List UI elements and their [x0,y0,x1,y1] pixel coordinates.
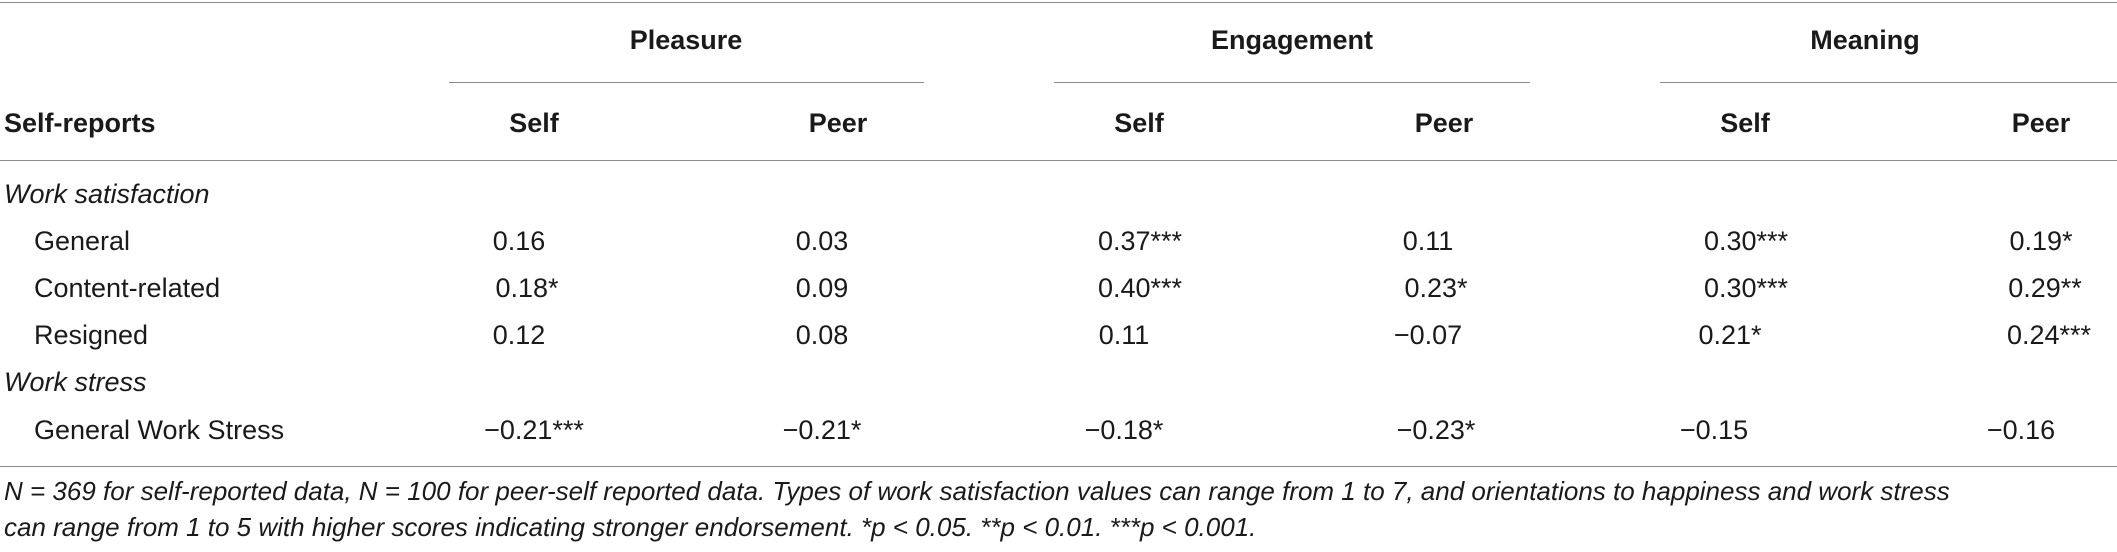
cell-content-engagement-self: 0.40*** [1097,273,1183,303]
pleasure-group-rule [449,82,924,83]
row-label-content-related: Content-related [34,273,221,303]
meaning-group-rule [1660,82,2117,83]
section-label-work-satisfaction: Work satisfaction [4,179,210,209]
subheader-engagement-peer: Peer [1414,108,1474,138]
cell-content-pleasure-peer: 0.09 [795,273,849,303]
cell-resigned-engagement-peer: −0.07 [1393,320,1463,350]
table-bottom-rule [0,466,2117,467]
group-header-meaning: Meaning [1810,25,1920,55]
footnote-line-2: can range from 1 to 5 with higher scores… [4,512,1257,542]
subheader-pleasure-peer: Peer [808,108,868,138]
cell-content-meaning-self: 0.30*** [1703,273,1789,303]
cell-resigned-engagement-self: 0.11 [1098,320,1150,350]
row-label-general: General [34,226,131,256]
subheader-engagement-self: Self [1114,108,1164,138]
row-label-general-work-stress: General Work Stress [34,415,285,445]
cell-stress-meaning-self: −0.15 [1679,415,1749,445]
cell-content-meaning-peer: 0.29** [2008,273,2082,303]
engagement-group-rule [1054,82,1530,83]
row-header-self-reports: Self-reports [4,108,156,138]
cell-general-engagement-self: 0.37*** [1097,226,1183,256]
row-label-resigned: Resigned [34,320,149,350]
footnote-line-1: N = 369 for self-reported data, N = 100 … [4,476,1950,506]
cell-general-engagement-peer: 0.11 [1402,226,1454,256]
group-header-engagement: Engagement [1210,25,1374,55]
cell-content-pleasure-self: 0.18* [495,273,559,303]
table-top-rule [0,2,2117,3]
cell-stress-engagement-self: −0.18* [1084,415,1164,445]
cell-stress-meaning-peer: −0.16 [1986,415,2056,445]
cell-general-meaning-self: 0.30*** [1703,226,1789,256]
cell-stress-engagement-peer: −0.23* [1396,415,1476,445]
header-bottom-rule [0,160,2117,161]
cell-stress-pleasure-self: −0.21*** [484,415,584,445]
group-header-pleasure: Pleasure [629,25,743,55]
cell-general-pleasure-peer: 0.03 [795,226,849,256]
cell-general-meaning-peer: 0.19* [2009,226,2073,256]
cell-content-engagement-peer: 0.23* [1404,273,1468,303]
subheader-meaning-self: Self [1720,108,1770,138]
cell-resigned-pleasure-peer: 0.08 [795,320,849,350]
subheader-pleasure-self: Self [509,108,559,138]
cell-stress-pleasure-peer: −0.21* [782,415,862,445]
cell-resigned-meaning-self: 0.21* [1698,320,1762,350]
cell-general-pleasure-self: 0.16 [492,226,546,256]
subheader-meaning-peer: Peer [2011,108,2071,138]
cell-resigned-meaning-peer: 0.24*** [2006,320,2092,350]
cell-resigned-pleasure-self: 0.12 [492,320,546,350]
section-label-work-stress: Work stress [4,367,147,397]
